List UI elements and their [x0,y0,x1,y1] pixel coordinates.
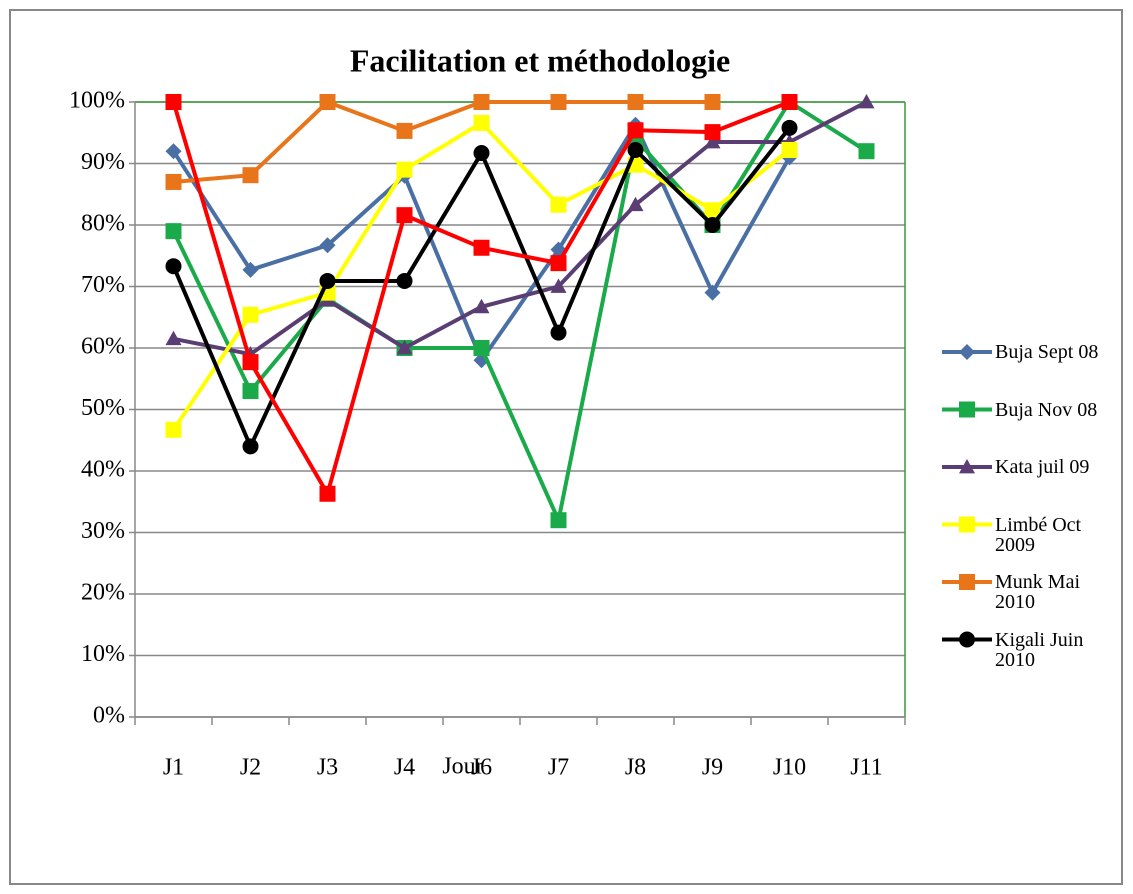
legend-label: Limbé Oct 2009 [995,513,1082,556]
legend-label: Kata juil 09 [995,456,1090,478]
marker [396,272,413,289]
legend-label: Buja Nov 08 [995,398,1098,421]
legend-label: Kigali Juin 2010 [995,628,1084,671]
marker [858,143,875,160]
marker [319,272,336,289]
chart-border [9,9,1123,885]
marker [959,459,975,474]
x-tick-label: J4 [394,755,415,781]
y-tick-label: 20% [81,580,125,606]
marker [959,574,975,590]
marker [550,324,567,341]
marker [242,354,259,371]
x-tick-label: J8 [625,755,646,781]
y-tick-label: 40% [81,457,125,483]
marker [550,94,567,110]
marker [165,421,182,438]
y-tick-label: 80% [81,211,125,237]
marker [627,141,644,158]
marker [473,114,490,131]
x-tick-label: J6 [471,755,492,781]
marker [704,217,721,233]
marker [550,196,567,213]
y-tick-label: 90% [81,149,125,175]
marker [396,340,413,355]
marker [781,119,798,136]
y-tick-label: 30% [81,518,125,544]
marker [319,485,336,502]
y-tick-label: 70% [81,272,125,298]
x-axis-label: Jour [442,754,483,780]
marker [704,124,721,141]
marker [781,94,798,110]
marker [396,207,413,224]
marker [704,284,721,301]
marker [473,239,490,256]
marker [473,94,490,110]
x-tick-label: J10 [773,755,806,781]
marker [242,306,259,323]
marker [165,223,182,240]
marker [165,330,182,346]
x-tick-label: J3 [317,755,338,781]
marker [627,94,644,110]
marker [165,258,182,275]
marker [473,298,490,314]
marker [396,161,413,178]
marker [959,344,975,360]
legend-label: Buja Sept 08 [995,341,1099,363]
marker [242,167,259,184]
marker [627,196,644,212]
x-tick-label: J1 [163,755,184,781]
marker [550,255,567,272]
marker [242,261,259,278]
series-line [171,99,868,527]
marker [165,94,182,110]
marker [550,512,567,529]
marker [473,340,490,356]
marker [858,94,875,109]
marker [242,438,259,455]
x-tick-label: J9 [702,755,723,781]
legend-label: Munk Mai 2010 [995,571,1080,613]
y-tick-label: 60% [81,334,125,360]
marker [165,173,182,190]
marker [473,145,490,162]
marker [242,383,259,400]
series-line [173,99,713,184]
marker [319,94,336,110]
marker [319,237,336,254]
marker [704,94,721,110]
chart-title: Facilitation et méthodologie [350,42,730,78]
marker [959,631,975,648]
x-tick-label: J11 [850,755,882,781]
marker [396,122,413,139]
marker [627,122,644,139]
y-tick-label: 0% [93,703,125,729]
marker [781,141,798,158]
x-tick-label: J2 [240,755,261,781]
x-tick-label: J7 [548,755,569,781]
marker [165,143,182,160]
y-tick-label: 100% [69,88,125,114]
y-tick-label: 50% [81,395,125,421]
marker [704,202,721,219]
marker [959,401,975,418]
y-tick-label: 10% [81,641,125,667]
marker [704,133,721,149]
series-line [173,100,868,357]
marker [550,278,567,293]
marker [959,516,975,533]
